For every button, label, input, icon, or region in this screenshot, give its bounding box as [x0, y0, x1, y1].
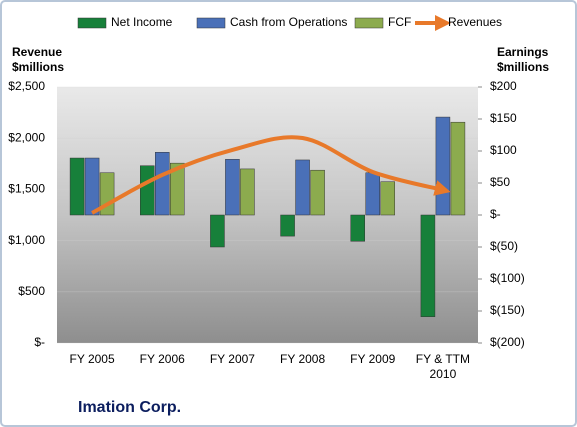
- legend-label: Cash from Operations: [230, 15, 347, 29]
- y-tick-label: $2,000: [8, 130, 45, 144]
- y-axis-title: Revenue $millions: [12, 45, 65, 74]
- bar: [365, 172, 380, 216]
- x-tick-label: FY 2005: [69, 352, 115, 366]
- legend-swatch: [196, 17, 226, 29]
- bar: [420, 214, 436, 318]
- legend-label: Revenues: [448, 15, 502, 29]
- x-tick-label: FY & TTM 2010: [415, 352, 471, 381]
- x-tick-label: FY 2008: [280, 352, 326, 366]
- bar: [240, 168, 255, 216]
- y2-axis-title: Earnings $millions: [497, 45, 550, 74]
- chart-title: Imation Corp.: [78, 399, 181, 416]
- y-tick-label: $2,500: [8, 79, 45, 93]
- y-tick-label: $1,500: [8, 182, 45, 196]
- bar: [210, 214, 225, 248]
- y2-tick-label: $(50): [490, 239, 518, 253]
- bar: [380, 181, 395, 216]
- y-tick-label: $-: [34, 335, 45, 349]
- x-tick-label: FY 2007: [209, 352, 255, 366]
- bar: [350, 214, 365, 242]
- y-tick-label: $1,000: [8, 233, 45, 247]
- bar: [155, 152, 170, 216]
- y2-tick-label: $100: [490, 143, 517, 157]
- plot-area: [57, 87, 478, 343]
- bar: [140, 165, 155, 216]
- legend-swatch: [77, 17, 107, 29]
- bar: [170, 162, 185, 216]
- bar: [450, 121, 466, 216]
- legend-label: FCF: [388, 15, 411, 29]
- line: [91, 135, 451, 215]
- y2-tick-label: $50: [490, 175, 510, 189]
- bar: [280, 214, 295, 237]
- x-tick-label: FY 2009: [350, 352, 396, 366]
- y-tick-label: $500: [18, 284, 45, 298]
- y2-tick-label: $200: [490, 79, 517, 93]
- bar: [84, 157, 100, 216]
- bar: [69, 157, 85, 216]
- y2-tick-label: $(150): [490, 303, 525, 317]
- y2-tick-label: $(100): [490, 271, 525, 285]
- bar: [435, 116, 451, 216]
- legend-swatch: [354, 17, 384, 29]
- x-tick-label: FY 2006: [139, 352, 185, 366]
- bar: [310, 169, 325, 216]
- bar: [225, 159, 240, 216]
- y2-tick-label: $-: [490, 207, 501, 221]
- y2-tick-label: $150: [490, 111, 517, 125]
- legend-label: Net Income: [111, 15, 173, 29]
- bar: [295, 159, 310, 216]
- y2-tick-label: $(200): [490, 335, 525, 349]
